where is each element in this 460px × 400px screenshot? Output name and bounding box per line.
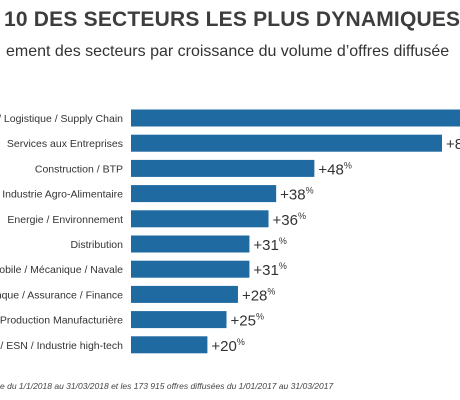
category-label: Energie / Environnement [7,214,123,226]
value-label: +48% [318,160,351,178]
value-label: +31% [253,261,286,279]
category-label: Industrie Agro-Alimentaire [2,189,123,201]
value-label: +31% [253,236,286,254]
value-label: +20% [211,337,244,355]
bar [131,336,208,354]
bar [131,159,315,177]
category-label: / Logistique / Supply Chain [0,113,123,125]
category-label: e / ESN / Industrie high-tech [0,340,123,352]
value-label: +36% [273,211,306,229]
value-label: +25% [231,312,264,330]
bar [131,210,269,228]
category-label: Production Manufacturière [0,315,123,327]
category-label: Services aux Entreprises [7,138,123,150]
bar [131,260,250,278]
footnote: e du 1/1/2018 au 31/03/2018 et les 173 9… [0,381,334,391]
category-label: Distribution [70,239,123,251]
category-label: mobile / Mécanique / Navale [0,264,123,276]
bar [131,109,460,127]
chart-subtitle: ement des secteurs par croissance du vol… [6,43,450,60]
value-label: +8 [446,136,460,153]
value-label: +28% [242,286,275,304]
bar [131,134,442,152]
category-label: nque / Assurance / Finance [0,289,123,301]
chart-title: 10 DES SECTEURS LES PLUS DYNAMIQUES [4,8,460,31]
category-label: Construction / BTP [35,163,123,175]
value-label: +38% [280,186,313,204]
bar [131,185,277,203]
bar [131,311,227,329]
bar [131,235,250,253]
bar [131,285,238,303]
